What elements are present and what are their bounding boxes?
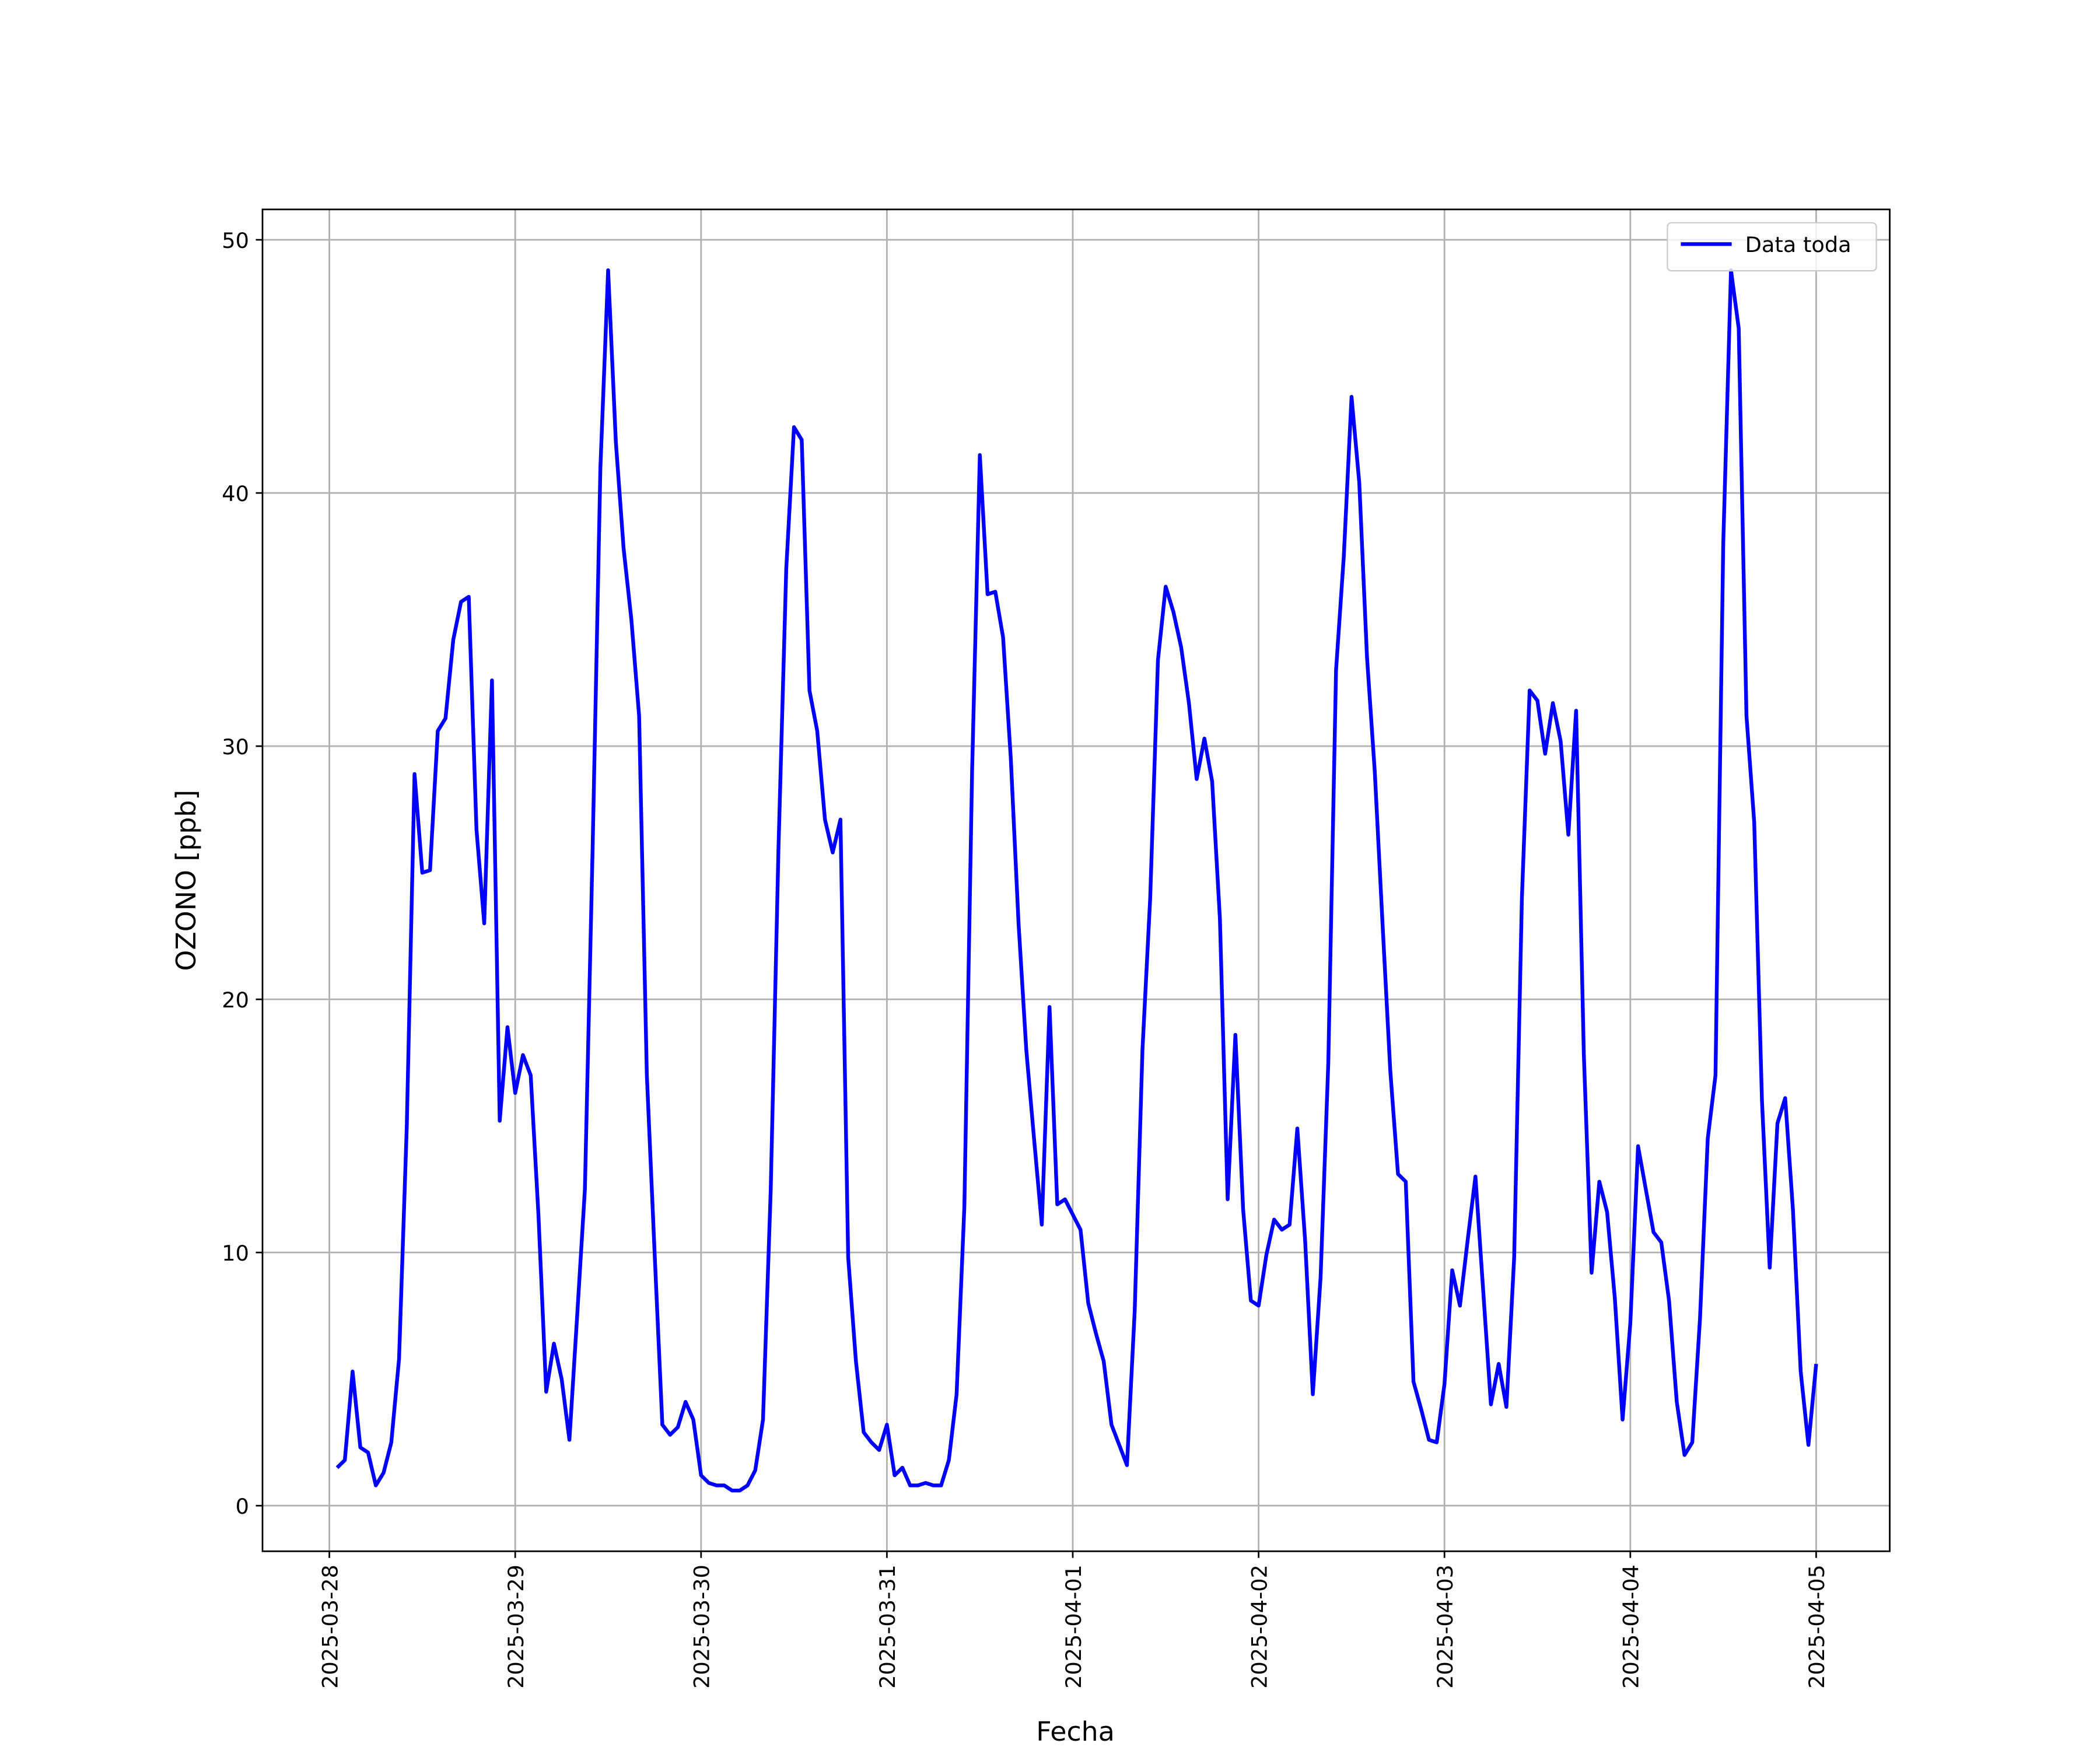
x-tick-label: 2025-04-04 [1619, 1564, 1644, 1689]
legend-box [1667, 222, 1877, 272]
x-tick-label: 2025-03-31 [875, 1564, 900, 1689]
x-tick-label: 2025-03-28 [317, 1564, 342, 1689]
y-tick-label: 20 [222, 988, 249, 1013]
y-axis-label: OZONO [ppb] [170, 790, 202, 971]
x-tick-label: 2025-04-02 [1247, 1564, 1272, 1689]
x-tick-label: 2025-04-01 [1061, 1564, 1086, 1689]
x-tick-label: 2025-04-03 [1433, 1564, 1458, 1689]
x-axis-label: Fecha [1036, 1716, 1115, 1747]
x-tick-label: 2025-03-30 [690, 1564, 715, 1689]
legend: Data toda [1667, 222, 1877, 272]
x-tick-label: 2025-04-05 [1804, 1564, 1829, 1689]
data-line [335, 268, 1818, 1493]
y-tick-label: 40 [222, 481, 249, 506]
y-tick-label: 10 [222, 1241, 249, 1266]
y-tick-label: 30 [222, 734, 249, 760]
x-tick-label: 2025-03-29 [503, 1564, 528, 1689]
axes-frame [261, 208, 1891, 1552]
legend-label: Data toda [1745, 232, 1852, 257]
y-tick-label: 0 [236, 1494, 249, 1519]
plot-area [335, 268, 1818, 1493]
ticks: 0 10 20 30 40 50 2025-03-28 2025-03-29 2025-03-3… [222, 228, 1829, 1689]
grid [262, 209, 1890, 1552]
y-tick-label: 50 [222, 228, 249, 253]
